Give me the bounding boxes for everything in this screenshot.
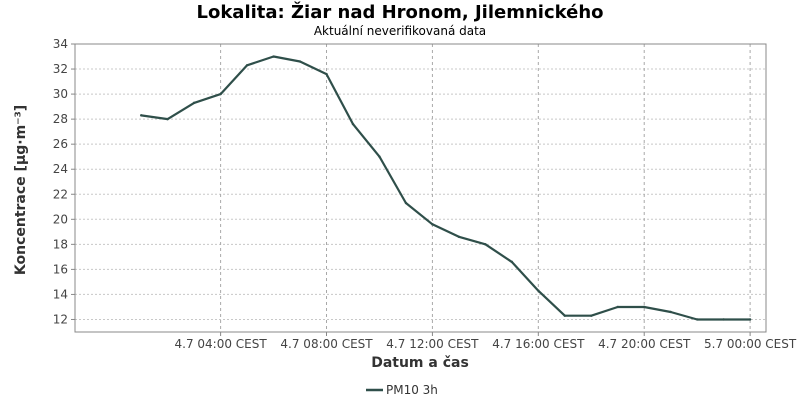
x-tick-label: 4.7 20:00 CEST <box>598 337 691 351</box>
chart-title: Lokalita: Žiar nad Hronom, Jilemnického <box>196 1 603 23</box>
x-tick-label: 4.7 04:00 CEST <box>175 337 268 351</box>
data-point <box>219 92 222 96</box>
y-tick-label: 20 <box>53 212 68 226</box>
data-point <box>351 122 355 126</box>
data-point <box>298 60 302 63</box>
data-point <box>669 310 672 314</box>
data-point <box>272 55 275 58</box>
data-point <box>139 114 143 117</box>
data-point <box>590 314 593 317</box>
data-point <box>404 201 408 205</box>
y-axis-ticks: 12 14 16 18 20 22 24 26 28 30 32 34 <box>53 37 75 326</box>
data-point <box>616 305 619 309</box>
y-tick-label: 24 <box>53 162 68 176</box>
y-tick-label: 32 <box>53 62 68 76</box>
data-point <box>722 318 725 321</box>
y-tick-label: 16 <box>53 262 68 276</box>
x-tick-label: 4.7 12:00 CEST <box>386 337 479 351</box>
x-axis-label: Datum a čas <box>371 355 469 371</box>
y-tick-label: 26 <box>53 137 68 151</box>
data-point <box>325 72 328 76</box>
data-point <box>457 235 461 239</box>
chart-subtitle: Aktuální neverifikovaná data <box>314 24 486 38</box>
series-layer <box>139 55 752 321</box>
data-point <box>748 318 752 321</box>
y-tick-label: 12 <box>53 312 68 326</box>
y-tick-label: 18 <box>53 237 68 251</box>
y-tick-label: 34 <box>53 37 68 51</box>
y-tick-label: 28 <box>53 112 68 126</box>
legend-label: PM10 3h <box>386 383 438 397</box>
data-point <box>695 318 699 321</box>
y-tick-label: 22 <box>53 187 68 201</box>
series-line <box>141 55 751 321</box>
data-point <box>537 289 540 292</box>
x-tick-label: 4.7 08:00 CEST <box>280 337 373 351</box>
data-point <box>245 64 249 67</box>
data-point <box>431 223 434 226</box>
y-axis-label: Koncentrace [µg·m⁻³] <box>13 105 29 275</box>
y-tick-label: 14 <box>53 287 68 301</box>
x-tick-label: 4.7 16:00 CEST <box>492 337 585 351</box>
data-point <box>378 155 381 158</box>
legend: PM10 3h <box>366 383 438 397</box>
data-point <box>510 260 514 264</box>
grid <box>75 43 766 332</box>
data-point <box>563 314 566 317</box>
x-axis-ticks: 4.7 04:00 CEST 4.7 08:00 CEST 4.7 12:00 CE… <box>175 332 797 351</box>
data-point <box>484 243 487 246</box>
y-tick-label: 30 <box>53 87 68 101</box>
data-point <box>643 305 646 309</box>
data-point <box>166 117 169 121</box>
plot-frame <box>74 43 767 333</box>
x-tick-label: 5.7 00:00 CEST <box>704 337 797 351</box>
data-point <box>192 101 196 105</box>
